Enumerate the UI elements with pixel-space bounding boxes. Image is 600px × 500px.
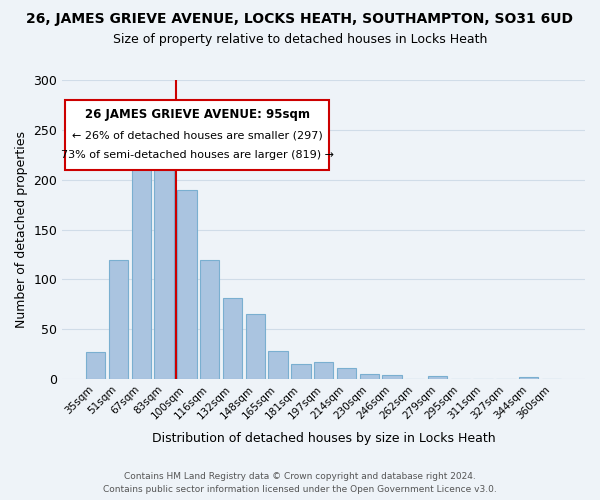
Text: Contains HM Land Registry data © Crown copyright and database right 2024.: Contains HM Land Registry data © Crown c…	[124, 472, 476, 481]
Bar	[382, 375, 402, 379]
Bar	[223, 298, 242, 379]
Bar	[86, 352, 106, 379]
Bar	[131, 147, 151, 379]
Text: 26 JAMES GRIEVE AVENUE: 95sqm: 26 JAMES GRIEVE AVENUE: 95sqm	[85, 108, 310, 120]
X-axis label: Distribution of detached houses by size in Locks Heath: Distribution of detached houses by size …	[152, 432, 496, 445]
Text: Contains public sector information licensed under the Open Government Licence v3: Contains public sector information licen…	[103, 484, 497, 494]
Text: ← 26% of detached houses are smaller (297): ← 26% of detached houses are smaller (29…	[72, 130, 323, 140]
Bar	[268, 351, 288, 379]
Bar	[200, 260, 220, 379]
Bar	[337, 368, 356, 379]
Bar	[519, 377, 538, 379]
Bar	[359, 374, 379, 379]
Text: 73% of semi-detached houses are larger (819) →: 73% of semi-detached houses are larger (…	[61, 150, 334, 160]
Bar	[291, 364, 311, 379]
Text: 26, JAMES GRIEVE AVENUE, LOCKS HEATH, SOUTHAMPTON, SO31 6UD: 26, JAMES GRIEVE AVENUE, LOCKS HEATH, SO…	[26, 12, 574, 26]
Bar	[154, 170, 174, 379]
Bar	[177, 190, 197, 379]
Bar	[245, 314, 265, 379]
Y-axis label: Number of detached properties: Number of detached properties	[15, 131, 28, 328]
Text: Size of property relative to detached houses in Locks Heath: Size of property relative to detached ho…	[113, 32, 487, 46]
Bar	[314, 362, 334, 379]
Bar	[428, 376, 447, 379]
Bar	[109, 260, 128, 379]
